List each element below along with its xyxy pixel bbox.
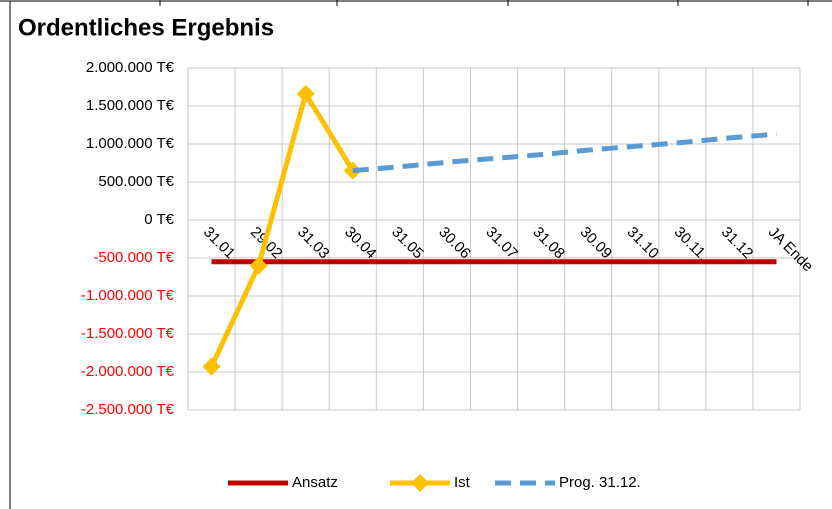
y-tick-label: 0 T€ bbox=[144, 211, 174, 228]
y-tick-label: 2.000.000 T€ bbox=[86, 59, 175, 76]
point-marker bbox=[296, 84, 315, 103]
y-tick-label: 1.500.000 T€ bbox=[86, 97, 175, 114]
y-tick-label: -2.000.000 T€ bbox=[81, 363, 175, 380]
y-tick-label: -500.000 T€ bbox=[93, 249, 174, 266]
legend-item: Prog. 31.12. bbox=[495, 474, 641, 491]
y-tick-label: -2.500.000 T€ bbox=[81, 401, 175, 418]
chart-title: Ordentliches Ergebnis bbox=[18, 14, 274, 41]
point-marker bbox=[202, 357, 221, 376]
legend-item: Ist bbox=[390, 474, 471, 492]
legend-label: Ist bbox=[454, 474, 471, 491]
series-line bbox=[209, 87, 355, 368]
y-tick-label: 500.000 T€ bbox=[98, 173, 174, 190]
legend-marker bbox=[411, 474, 429, 492]
y-tick-label: 1.000.000 T€ bbox=[86, 135, 175, 152]
legend-label: Ansatz bbox=[292, 474, 338, 491]
y-tick-label: -1.000.000 T€ bbox=[81, 287, 175, 304]
x-tick-label: JA Ende bbox=[765, 224, 817, 276]
legend-item: Ansatz bbox=[228, 474, 338, 491]
point-marker bbox=[249, 256, 268, 275]
y-tick-label: -1.500.000 T€ bbox=[81, 325, 175, 342]
legend-label: Prog. 31.12. bbox=[559, 474, 641, 491]
series-line bbox=[352, 131, 777, 174]
